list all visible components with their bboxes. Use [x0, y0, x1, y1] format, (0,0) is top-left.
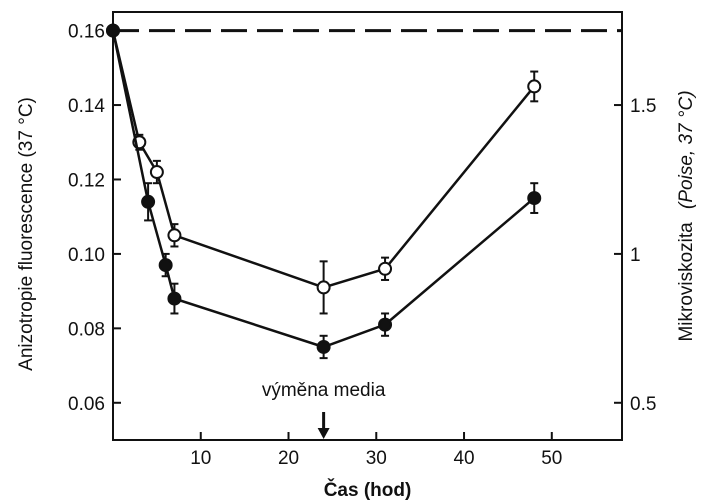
y-right-tick-label: 1 — [630, 245, 641, 266]
data-point-filled — [316, 339, 331, 354]
x-axis-label: Čas (hod) — [324, 479, 412, 501]
data-point-filled — [141, 194, 156, 209]
y-left-tick-label: 0.08 — [68, 319, 105, 340]
data-point-open — [527, 79, 542, 94]
data-point-filled — [167, 291, 182, 306]
y-right-tick-label: 0.5 — [630, 394, 656, 415]
annotation-arrow-head — [317, 428, 330, 439]
y-left-tick-label: 0.06 — [68, 394, 105, 415]
y-axis-right-label: Mikroviskozita (Poise, 37 °C) — [676, 90, 697, 341]
y-left-tick-label: 0.12 — [68, 170, 105, 191]
label-layer: Čas (hod) Anizotropie fluorescence (37 °… — [16, 90, 697, 501]
series-line — [111, 30, 536, 289]
x-tick-label: 20 — [278, 448, 299, 469]
y-axis-right-label-unit: (Poise, 37 °C) — [676, 90, 697, 208]
plot-frame — [112, 11, 623, 441]
series-layer — [106, 23, 542, 360]
data-point-filled — [527, 191, 542, 206]
data-point-open — [149, 165, 164, 180]
x-tick-label: 30 — [366, 448, 387, 469]
data-point-filled — [106, 23, 120, 38]
y-axis-right-label-main: Mikroviskozita — [676, 222, 697, 342]
annotation-text: výměna media — [262, 380, 386, 401]
data-point-open — [167, 228, 182, 243]
x-tick-label: 10 — [190, 448, 211, 469]
axes-layer: 0.06 0.08 0.10 0.12 0.14 0.16 0.5 1 1.5 10 20 30 40 5… — [68, 11, 656, 469]
x-tick-label: 50 — [541, 448, 562, 469]
y-right-tick-label: 1.5 — [630, 96, 656, 117]
data-point-open — [378, 261, 393, 276]
y-left-tick-label: 0.16 — [68, 22, 105, 43]
y-left-tick-label: 0.10 — [68, 245, 105, 266]
data-point-open — [316, 280, 331, 295]
data-point-filled — [158, 258, 173, 273]
y-left-tick-label: 0.14 — [68, 96, 105, 117]
x-tick-label: 40 — [453, 448, 474, 469]
y-axis-left-label: Anizotropie fluorescence (37 °C) — [16, 97, 37, 371]
data-point-filled — [378, 317, 393, 332]
